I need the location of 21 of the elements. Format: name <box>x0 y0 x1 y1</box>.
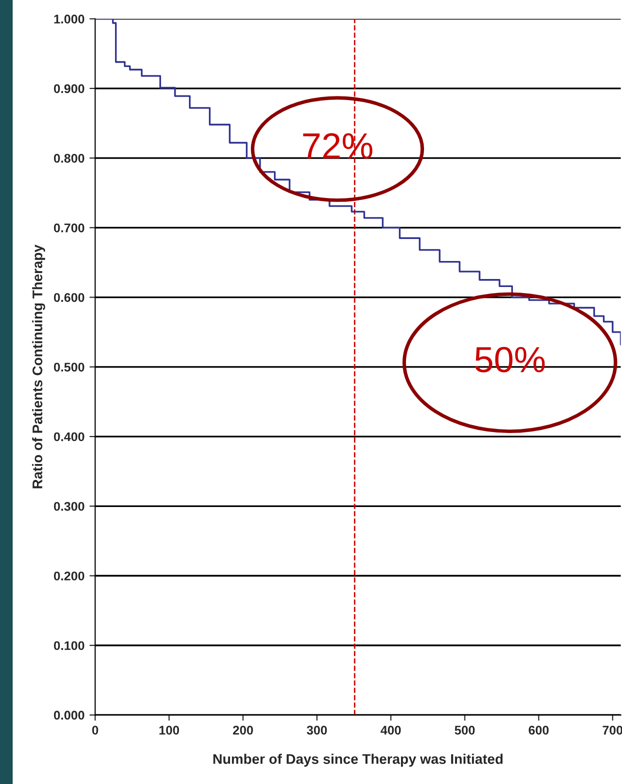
x-tick-label: 100 <box>159 726 180 735</box>
y-tick-label: 0.500 <box>54 362 84 372</box>
y-tick-label: 0.200 <box>54 572 84 580</box>
annotation: 72% <box>303 133 372 159</box>
x-tick-label: 400 <box>380 726 401 735</box>
y-tick-label: 0.400 <box>54 432 84 442</box>
x-axis-title: Number of Days since Therapy was Initiated <box>213 754 503 767</box>
y-axis-title: Ratio of Patients Continuing Therapy <box>32 244 46 488</box>
y-tick-label: 0.700 <box>54 223 84 232</box>
x-tick-label: 0 <box>92 726 98 735</box>
y-tick-label: 0.800 <box>54 154 84 163</box>
x-tick-label: 200 <box>233 726 253 735</box>
y-tick-label: 0.300 <box>54 502 84 511</box>
x-tick-label: 300 <box>306 726 327 735</box>
y-tick-label: 0.100 <box>54 641 84 650</box>
y-tick-label: 0.900 <box>54 84 84 94</box>
y-tick-label: 0.000 <box>54 710 84 720</box>
y-tick-label: 0.600 <box>54 293 84 302</box>
x-tick-label: 500 <box>454 726 475 735</box>
y-tick-label: 1.000 <box>54 14 84 24</box>
x-tick-label: 600 <box>528 726 549 735</box>
